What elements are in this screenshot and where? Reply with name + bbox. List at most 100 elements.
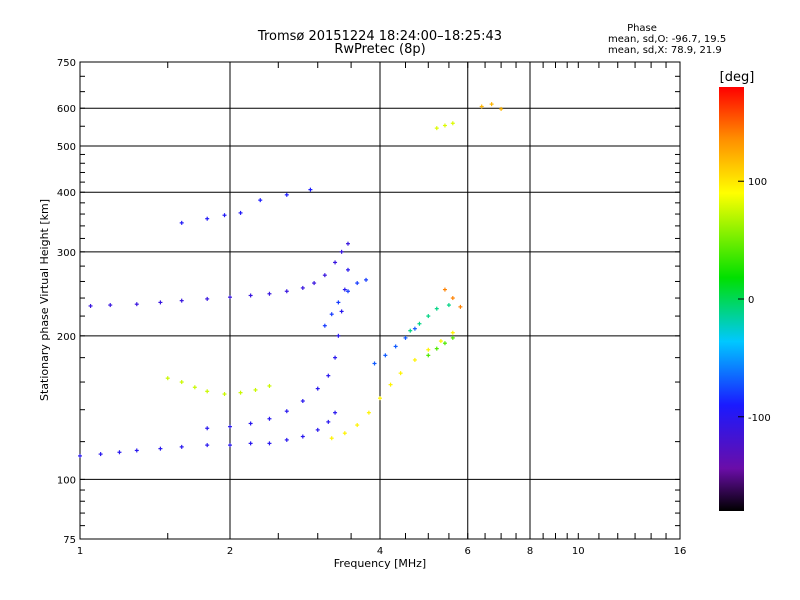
- data-point: [267, 291, 272, 296]
- data-point: [489, 102, 494, 107]
- data-point: [179, 444, 184, 449]
- data-point: [222, 392, 227, 397]
- data-point: [284, 437, 289, 442]
- phase-stats-x: mean, sd,X: 78.9, 21.9: [608, 45, 722, 56]
- phase-stats-o: mean, sd,O: -96.7, 19.5: [608, 34, 726, 45]
- data-point: [284, 289, 289, 294]
- data-point: [364, 277, 369, 282]
- y-tick-label: 600: [57, 104, 76, 115]
- y-tick-label: 750: [57, 58, 76, 69]
- data-point: [329, 436, 334, 441]
- data-point: [248, 441, 253, 446]
- data-point: [333, 260, 338, 265]
- data-point: [315, 427, 320, 432]
- y-tick-label: 400: [57, 188, 76, 199]
- x-tick-label: 16: [674, 546, 687, 557]
- x-tick-label: 1: [77, 546, 83, 557]
- data-point: [192, 385, 197, 390]
- data-point: [179, 380, 184, 385]
- data-point: [398, 371, 403, 376]
- data-point: [179, 298, 184, 303]
- x-tick-label: 8: [527, 546, 533, 557]
- data-point: [267, 441, 272, 446]
- colorbar-tick-label: 100: [748, 177, 767, 188]
- data-point: [205, 443, 210, 448]
- data-point: [499, 106, 504, 111]
- data-point: [300, 285, 305, 290]
- data-point: [393, 344, 398, 349]
- x-axis-label: Frequency [MHz]: [334, 557, 426, 570]
- data-point: [345, 241, 350, 246]
- data-point: [258, 198, 263, 203]
- data-point: [322, 323, 327, 328]
- data-point: [98, 452, 103, 457]
- data-point: [345, 267, 350, 272]
- data-point: [378, 396, 382, 401]
- data-point: [326, 373, 331, 378]
- data-point: [308, 187, 313, 192]
- data-point: [450, 330, 455, 335]
- data-point: [434, 346, 439, 351]
- data-point: [300, 399, 305, 404]
- data-point: [284, 192, 289, 197]
- minor-ticks: [80, 62, 680, 539]
- colorbar-label: [deg]: [720, 70, 755, 85]
- data-points: [78, 102, 504, 458]
- data-point: [300, 434, 305, 439]
- phase-stats-title: Phase: [627, 23, 657, 34]
- y-tick-label: 100: [57, 475, 76, 486]
- y-tick-label: 300: [57, 248, 76, 259]
- data-point: [342, 431, 347, 436]
- data-point: [322, 273, 327, 278]
- data-point: [253, 387, 258, 392]
- chart-title: Tromsø 20151224 18:24:00–18:25:43: [257, 29, 502, 44]
- data-point: [417, 321, 422, 326]
- data-point: [426, 347, 431, 352]
- data-point: [117, 450, 122, 455]
- data-point: [205, 296, 210, 301]
- data-point: [336, 300, 341, 305]
- data-point: [228, 295, 232, 300]
- data-point: [336, 333, 341, 338]
- x-tick-label: 10: [572, 546, 585, 557]
- colorbar: [deg] 100 0 -100: [719, 70, 771, 511]
- y-tick-label: 200: [57, 332, 76, 343]
- data-point: [438, 339, 443, 344]
- data-point: [284, 409, 289, 414]
- data-point: [434, 306, 439, 311]
- data-point: [446, 303, 451, 308]
- colorbar-ticks: 100 0 -100: [738, 177, 771, 424]
- data-point: [442, 123, 447, 128]
- data-point: [342, 287, 347, 292]
- data-point: [329, 312, 334, 317]
- data-point: [238, 390, 243, 395]
- data-point: [315, 386, 320, 391]
- data-point: [165, 376, 170, 381]
- data-point: [450, 335, 455, 340]
- data-point: [248, 293, 253, 298]
- data-point: [366, 410, 371, 415]
- data-point: [179, 220, 184, 225]
- data-point: [88, 303, 93, 308]
- data-point: [228, 424, 232, 429]
- data-point: [108, 303, 113, 308]
- data-point: [442, 287, 447, 292]
- x-tick-labels: 1 2 4 6 8 10 16: [77, 546, 687, 557]
- y-tick-labels: 75 100 200 300 400 500 600 750: [57, 58, 76, 546]
- data-point: [412, 326, 417, 331]
- data-point: [450, 296, 455, 301]
- data-point: [205, 426, 210, 431]
- data-point: [339, 249, 344, 254]
- y-tick-label: 75: [63, 535, 76, 546]
- data-point: [134, 448, 139, 453]
- data-point: [158, 300, 163, 305]
- data-point: [355, 423, 360, 428]
- data-point: [408, 328, 413, 333]
- data-point: [78, 453, 82, 458]
- chart-subtitle: RwPretec (8p): [334, 42, 425, 57]
- data-point: [426, 314, 431, 319]
- colorbar-tick-label: -100: [748, 413, 771, 424]
- plot-area: 1 2 4 6 8 10 16 75 100 200 300 400 500 600 750: [57, 58, 686, 557]
- data-point: [339, 309, 344, 314]
- x-tick-label: 6: [465, 546, 471, 557]
